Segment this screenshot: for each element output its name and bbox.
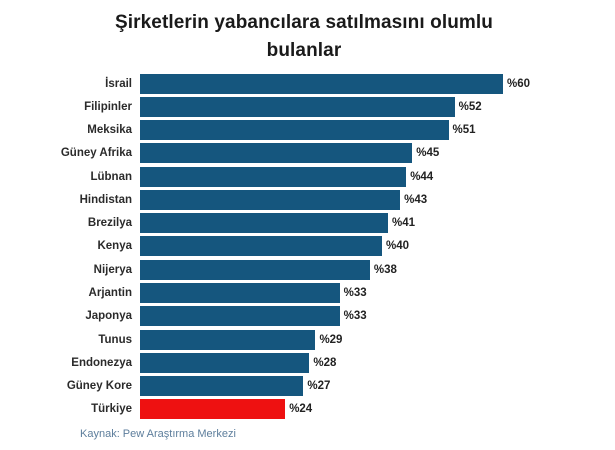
- bar-row: Tunus %29: [0, 328, 503, 351]
- bar: [140, 120, 449, 141]
- category-label: Tunus: [98, 333, 132, 346]
- value-label: %52: [458, 100, 482, 113]
- bar-row: Nijerya %38: [0, 258, 503, 281]
- value-label: %29: [319, 333, 343, 346]
- bar-track: %60: [140, 73, 530, 94]
- bar-track: %43: [140, 189, 503, 210]
- value-label: %60: [507, 77, 531, 90]
- bar-track: %41: [140, 213, 503, 234]
- bar-row: Brezilya %41: [0, 212, 503, 235]
- bar-track: %33: [140, 283, 503, 304]
- bar-row: Endonezya %28: [0, 351, 503, 374]
- bar-row: Kenya %40: [0, 235, 503, 258]
- bar: [140, 189, 401, 210]
- bar-row: Güney Kore %27: [0, 374, 503, 397]
- bar: [140, 329, 316, 350]
- bar-row: İsrail %60: [0, 72, 530, 95]
- bar: [140, 352, 310, 373]
- category-label: İsrail: [105, 77, 132, 90]
- category-label: Kenya: [97, 240, 132, 253]
- bar-row: Lübnan %44: [0, 165, 503, 188]
- category-label: Filipinler: [84, 100, 132, 113]
- bar-row: Filipinler %52: [0, 95, 503, 118]
- bar-track: %44: [140, 166, 503, 187]
- category-label: Güney Afrika: [60, 147, 132, 160]
- value-label: %28: [313, 356, 337, 369]
- bar-track: %40: [140, 236, 503, 257]
- value-label: %40: [386, 240, 410, 253]
- bar-row: Hindistan %43: [0, 188, 503, 211]
- bar-track: %28: [140, 352, 503, 373]
- bar: [140, 96, 455, 117]
- value-label: %33: [343, 287, 367, 300]
- bar-track: %27: [140, 376, 503, 397]
- value-label: %45: [416, 147, 440, 160]
- bar-track: %52: [140, 96, 503, 117]
- bar: [140, 283, 340, 304]
- bar-row: Türkiye %24: [0, 398, 503, 421]
- category-label: Brezilya: [87, 217, 132, 230]
- bar-chart-rows: İsrail %60 Filipinler %52 Meksika %51 Güney Af…: [0, 72, 530, 421]
- category-label: Güney Kore: [66, 380, 132, 393]
- highlight-bar: [140, 399, 286, 420]
- bar: [140, 166, 407, 187]
- bar-track: %29: [140, 329, 503, 350]
- bar: [140, 236, 382, 257]
- category-label: Lübnan: [90, 170, 132, 183]
- category-label: Endonezya: [71, 356, 132, 369]
- category-label: Meksika: [87, 124, 132, 137]
- bar-track: %24: [140, 399, 503, 420]
- bar-track: %38: [140, 259, 503, 280]
- bar-track: %45: [140, 143, 503, 164]
- bar: [140, 306, 340, 327]
- bar-row: Japonya %33: [0, 305, 503, 328]
- bar: [140, 259, 370, 280]
- source-note: Kaynak: Pew Araştırma Merkezi: [80, 428, 236, 440]
- category-label: Nijerya: [93, 263, 132, 276]
- category-label: Arjantin: [88, 287, 132, 300]
- bar-track: %33: [140, 306, 503, 327]
- category-label: Japonya: [85, 310, 132, 323]
- bar: [140, 73, 503, 94]
- value-label: %43: [404, 193, 428, 206]
- value-label: %41: [392, 217, 416, 230]
- bar-row: Arjantin %33: [0, 281, 503, 304]
- value-label: %33: [343, 310, 367, 323]
- value-label: %24: [289, 403, 313, 416]
- bar: [140, 143, 413, 164]
- bar-track: %51: [140, 120, 503, 141]
- value-label: %38: [373, 263, 397, 276]
- category-label: Hindistan: [79, 193, 132, 206]
- bar: [140, 376, 304, 397]
- bar: [140, 213, 389, 234]
- value-label: %27: [307, 380, 331, 393]
- chart-title: Şirketlerin yabancılara satılmasını olum…: [114, 12, 493, 61]
- value-label: %44: [410, 170, 434, 183]
- value-label: %51: [452, 124, 476, 137]
- category-label: Türkiye: [91, 403, 132, 416]
- bar-row: Güney Afrika %45: [0, 142, 503, 165]
- bar-row: Meksika %51: [0, 119, 503, 142]
